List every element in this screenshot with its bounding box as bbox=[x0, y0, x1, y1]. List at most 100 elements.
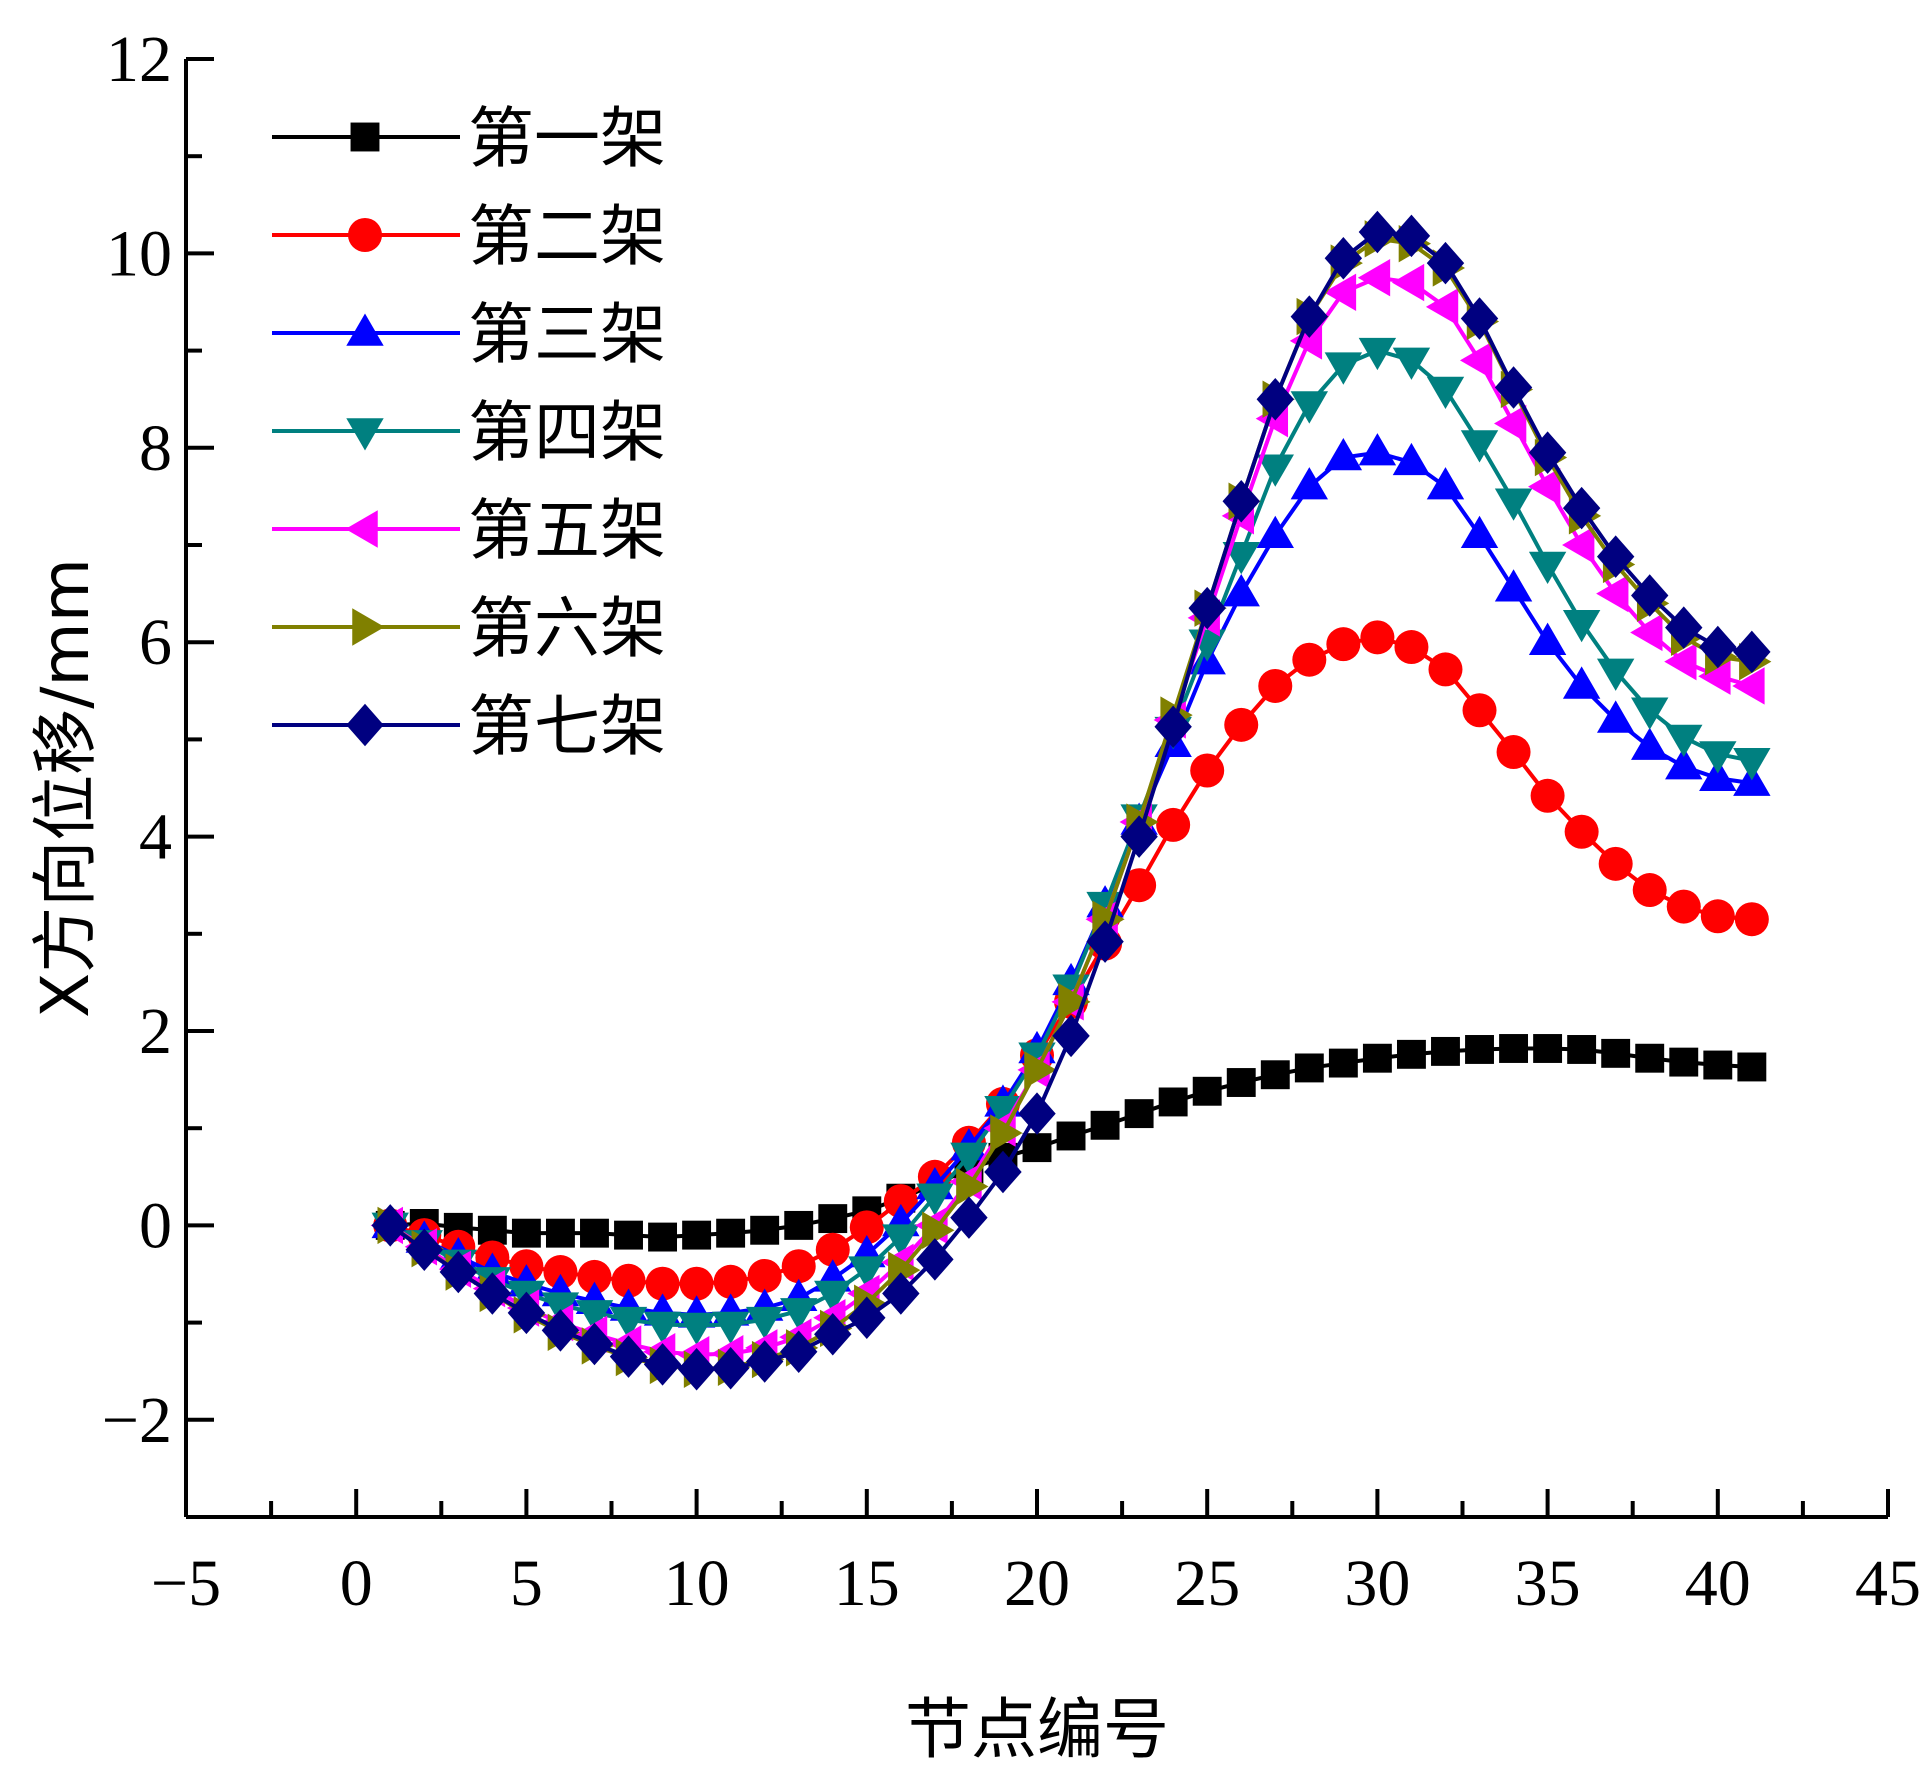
y-tick-label: 4 bbox=[139, 801, 172, 874]
data-point bbox=[1699, 625, 1737, 669]
x-tick-label: 30 bbox=[1344, 1547, 1410, 1620]
data-point bbox=[545, 1218, 575, 1248]
data-point bbox=[849, 1210, 884, 1245]
data-point bbox=[1460, 430, 1499, 463]
y-tick-label: 6 bbox=[139, 606, 172, 679]
legend-marker bbox=[346, 313, 384, 346]
data-point bbox=[713, 1264, 748, 1299]
data-point bbox=[1737, 1052, 1767, 1082]
data-point bbox=[1596, 700, 1635, 733]
data-point bbox=[814, 1280, 852, 1313]
legend-marker bbox=[350, 122, 380, 152]
data-point bbox=[1733, 748, 1771, 781]
data-point bbox=[745, 1340, 784, 1383]
data-point bbox=[984, 1150, 1022, 1194]
data-point bbox=[1018, 1092, 1056, 1135]
data-point bbox=[507, 1291, 546, 1335]
data-point bbox=[1122, 868, 1157, 903]
data-point bbox=[1564, 814, 1599, 849]
data-point bbox=[1154, 705, 1192, 749]
data-point bbox=[1357, 259, 1391, 297]
data-point bbox=[648, 1222, 678, 1252]
legend-marker bbox=[346, 703, 384, 747]
data-point bbox=[1528, 467, 1561, 506]
data-point bbox=[1426, 376, 1465, 410]
x-tick-label: 25 bbox=[1174, 1547, 1240, 1620]
data-point bbox=[1669, 1047, 1699, 1077]
data-point bbox=[439, 1250, 478, 1294]
data-point bbox=[477, 1215, 507, 1245]
data-point bbox=[609, 1335, 648, 1378]
legend-label: 第七架 bbox=[468, 688, 666, 765]
data-point bbox=[1292, 642, 1327, 677]
data-point bbox=[677, 1312, 716, 1346]
data-point bbox=[815, 1232, 850, 1267]
series-7 bbox=[371, 210, 1771, 1391]
data-point bbox=[1058, 983, 1091, 1021]
axes: −2 0 2 4 6 8 10 12 −5 0 5 10 15 20 25 30 35 40 45 bbox=[102, 23, 1921, 1620]
data-point bbox=[1562, 610, 1601, 643]
data-point bbox=[1360, 620, 1395, 655]
series-layer bbox=[370, 210, 1772, 1391]
legend-marker bbox=[352, 608, 385, 646]
data-point bbox=[745, 1306, 784, 1340]
x-tick-label: 10 bbox=[664, 1547, 730, 1620]
data-point bbox=[1224, 707, 1259, 742]
data-point bbox=[1158, 1087, 1188, 1117]
data-point bbox=[1188, 586, 1226, 630]
y-tick-label: 10 bbox=[106, 217, 172, 290]
data-point bbox=[1192, 1076, 1222, 1106]
legend-marker bbox=[348, 218, 382, 252]
data-point bbox=[814, 1313, 852, 1356]
data-point bbox=[1631, 697, 1669, 730]
data-point bbox=[1358, 210, 1397, 254]
data-point bbox=[1090, 1110, 1120, 1140]
data-point bbox=[1256, 515, 1294, 549]
legend-label: 第六架 bbox=[468, 590, 666, 667]
data-point bbox=[1086, 920, 1124, 963]
data-point bbox=[1156, 807, 1191, 842]
data-point bbox=[1665, 606, 1703, 649]
data-point bbox=[716, 1218, 746, 1248]
data-point bbox=[1392, 214, 1431, 258]
data-point bbox=[1601, 1038, 1631, 1068]
legend-label: 第一架 bbox=[468, 100, 666, 177]
data-point bbox=[1596, 574, 1629, 613]
data-point bbox=[1326, 627, 1361, 662]
data-point bbox=[1190, 753, 1225, 788]
data-point bbox=[1362, 1043, 1392, 1073]
legend-marker bbox=[345, 510, 378, 548]
data-point bbox=[645, 1266, 680, 1301]
legend-item: 第七架 bbox=[272, 688, 666, 765]
data-point bbox=[609, 1306, 648, 1340]
data-point bbox=[1528, 551, 1567, 584]
data-point bbox=[848, 1296, 886, 1339]
data-point bbox=[1494, 366, 1533, 409]
data-point bbox=[1426, 241, 1465, 285]
data-point bbox=[1530, 778, 1565, 813]
data-point bbox=[1324, 437, 1363, 471]
y-tick-label: 2 bbox=[139, 995, 172, 1068]
data-point bbox=[916, 1183, 954, 1216]
x-tick-label: 45 bbox=[1855, 1547, 1921, 1620]
x-tick-label: 40 bbox=[1685, 1547, 1751, 1620]
data-point bbox=[511, 1218, 541, 1248]
data-point bbox=[1324, 237, 1363, 280]
series-1 bbox=[375, 1034, 1767, 1252]
data-point bbox=[1494, 404, 1527, 443]
data-point bbox=[1533, 1034, 1563, 1063]
data-point bbox=[541, 1309, 580, 1352]
data-point bbox=[1120, 815, 1158, 858]
data-point bbox=[611, 1263, 646, 1298]
data-point bbox=[1024, 1051, 1057, 1089]
y-tick-label: 12 bbox=[106, 23, 172, 96]
data-point bbox=[1222, 480, 1260, 523]
data-point bbox=[1732, 667, 1765, 705]
data-point bbox=[818, 1204, 848, 1234]
data-point bbox=[1290, 467, 1329, 500]
data-point bbox=[1258, 668, 1293, 703]
data-point bbox=[1392, 347, 1431, 380]
data-point bbox=[1256, 377, 1294, 421]
